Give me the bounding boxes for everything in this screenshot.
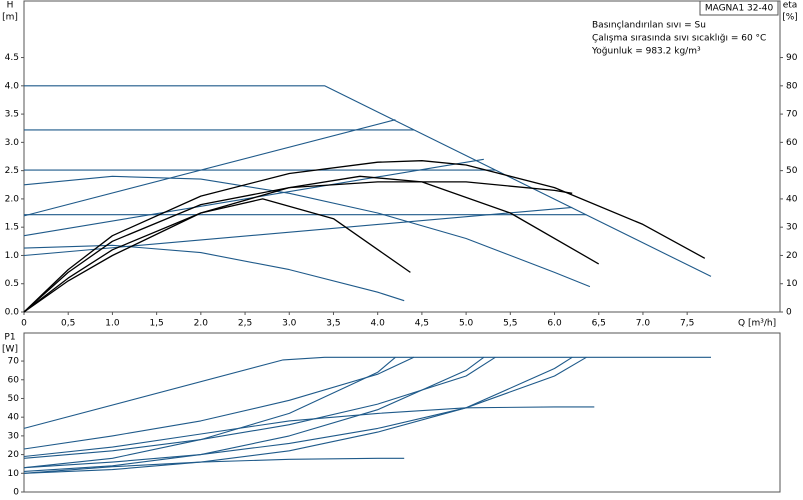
curve bbox=[23, 244, 405, 302]
x-tick-label: 6.0 bbox=[547, 319, 562, 329]
y2-tick-label: 0 bbox=[786, 308, 792, 318]
y-tick-label: 4.0 bbox=[5, 81, 20, 91]
x-tick-label: 7,5 bbox=[680, 319, 694, 329]
x-tick-label: 2,5 bbox=[238, 319, 252, 329]
curve bbox=[23, 119, 396, 217]
y-tick-label: 1.5 bbox=[5, 223, 19, 233]
y-tick-label: 10 bbox=[8, 469, 20, 479]
x-tick-label: 2.0 bbox=[194, 319, 209, 329]
x-tick-label: 6,5 bbox=[592, 319, 606, 329]
x-tick-label: 4,5 bbox=[415, 319, 429, 329]
y-tick-label: 20 bbox=[8, 450, 20, 460]
plot-frame bbox=[23, 332, 781, 493]
y-tick-label: 3.0 bbox=[5, 138, 20, 148]
curve bbox=[23, 175, 591, 288]
y-tick-label: 1.0 bbox=[5, 251, 20, 261]
y-axis-label: [m] bbox=[2, 13, 18, 23]
annotation: Yoğunluk = 983.2 kg/m³ bbox=[591, 47, 701, 57]
annotation: Çalışma sırasında sıvı sıcaklığı = 60 °C bbox=[592, 34, 766, 44]
x-tick-label: 7.0 bbox=[636, 319, 651, 329]
y2-axis-label: eta bbox=[783, 1, 798, 11]
curve bbox=[23, 198, 411, 313]
x-tick-label: 0,5 bbox=[61, 319, 75, 329]
x-tick-label: 5.0 bbox=[459, 319, 474, 329]
curve bbox=[23, 457, 405, 474]
y-tick-label: 70 bbox=[8, 357, 20, 367]
y-tick-label: 3.5 bbox=[5, 110, 19, 120]
y2-tick-label: 30 bbox=[786, 223, 798, 233]
plot-frame bbox=[23, 0, 781, 313]
y-tick-label: 50 bbox=[8, 394, 20, 404]
x-tick-label: 3,5 bbox=[326, 319, 340, 329]
curve bbox=[23, 356, 587, 469]
y-axis-label: P1 bbox=[4, 333, 15, 343]
y2-axis-label: [%] bbox=[782, 13, 798, 23]
x-tick-label: 5,5 bbox=[503, 319, 517, 329]
x-axis-label: Q [m³/h] bbox=[738, 319, 776, 329]
y2-tick-label: 10 bbox=[786, 279, 798, 289]
x-tick-label: 0 bbox=[21, 319, 27, 329]
y-tick-label: 4.5 bbox=[5, 53, 19, 63]
curve bbox=[23, 356, 711, 429]
annotation: Basınçlandırılan sıvı = Su bbox=[592, 21, 706, 31]
model-label: MAGNA1 32-40 bbox=[705, 4, 774, 14]
y-tick-label: 40 bbox=[8, 413, 20, 423]
curve bbox=[23, 206, 573, 257]
y-axis-label: H bbox=[7, 1, 14, 11]
curve bbox=[23, 356, 396, 469]
y2-tick-label: 20 bbox=[786, 251, 798, 261]
y-tick-label: 2.5 bbox=[5, 166, 19, 176]
y2-tick-label: 60 bbox=[786, 138, 798, 148]
y-tick-label: 0 bbox=[13, 488, 19, 498]
y-axis-label: [W] bbox=[2, 345, 18, 355]
y-tick-label: 60 bbox=[8, 375, 20, 385]
y2-tick-label: 40 bbox=[786, 194, 798, 204]
curve bbox=[24, 85, 712, 277]
curve bbox=[23, 406, 595, 458]
curve bbox=[23, 175, 600, 313]
y2-tick-label: 70 bbox=[786, 110, 798, 120]
curve bbox=[23, 181, 573, 313]
x-tick-label: 3.0 bbox=[282, 319, 297, 329]
y-tick-label: 0.0 bbox=[5, 308, 20, 318]
x-tick-label: 4.0 bbox=[371, 319, 386, 329]
y2-tick-label: 50 bbox=[786, 166, 798, 176]
curve bbox=[23, 356, 415, 450]
curve bbox=[23, 356, 485, 472]
curve bbox=[23, 356, 573, 474]
y-tick-label: 0.5 bbox=[5, 279, 19, 289]
x-tick-label: 1.0 bbox=[105, 319, 120, 329]
x-tick-label: 1,5 bbox=[149, 319, 163, 329]
y2-tick-label: 90 bbox=[786, 53, 798, 63]
y-tick-label: 30 bbox=[8, 431, 20, 441]
curve bbox=[23, 160, 706, 313]
y2-tick-label: 80 bbox=[786, 81, 798, 91]
curve bbox=[23, 356, 496, 459]
y-tick-label: 2.0 bbox=[5, 194, 20, 204]
